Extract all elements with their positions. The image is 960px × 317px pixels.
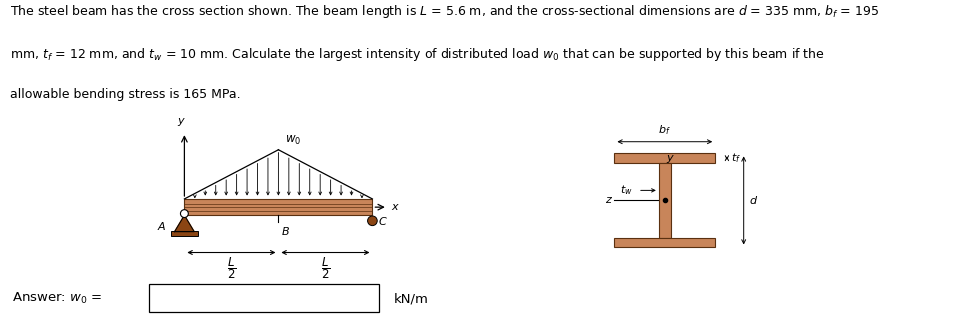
Bar bbox=[659, 163, 671, 238]
Text: $\dfrac{L}{2}$: $\dfrac{L}{2}$ bbox=[227, 256, 236, 281]
Bar bbox=[171, 231, 198, 236]
Circle shape bbox=[180, 210, 188, 217]
Text: $t_f$: $t_f$ bbox=[731, 151, 741, 165]
Bar bbox=[614, 238, 715, 248]
Text: $b_f$: $b_f$ bbox=[659, 123, 671, 137]
Polygon shape bbox=[175, 215, 194, 232]
Bar bbox=[184, 199, 372, 215]
Text: $y$: $y$ bbox=[177, 116, 185, 128]
Text: $d$: $d$ bbox=[749, 194, 757, 206]
Bar bbox=[614, 153, 715, 163]
Text: allowable bending stress is 165 MPa.: allowable bending stress is 165 MPa. bbox=[10, 88, 240, 101]
Text: $B$: $B$ bbox=[280, 225, 290, 237]
Text: $t_w$: $t_w$ bbox=[620, 184, 633, 197]
Text: The steel beam has the cross section shown. The beam length is $L$ = 5.6 m, and : The steel beam has the cross section sho… bbox=[10, 3, 878, 20]
Text: mm, $t_f$ = 12 mm, and $t_w$ = 10 mm. Calculate the largest intensity of distrib: mm, $t_f$ = 12 mm, and $t_w$ = 10 mm. Ca… bbox=[10, 46, 825, 63]
Circle shape bbox=[368, 216, 377, 226]
Bar bbox=[149, 283, 379, 313]
Text: $\dfrac{L}{2}$: $\dfrac{L}{2}$ bbox=[321, 256, 330, 281]
Text: $C$: $C$ bbox=[378, 215, 388, 227]
Text: $w_0$: $w_0$ bbox=[285, 134, 301, 147]
Text: $z$: $z$ bbox=[606, 196, 613, 205]
Text: Answer: $w_0$ =: Answer: $w_0$ = bbox=[12, 291, 102, 306]
Text: kN/m: kN/m bbox=[394, 292, 428, 305]
Text: $x$: $x$ bbox=[391, 202, 400, 212]
Text: $y$: $y$ bbox=[666, 153, 676, 165]
Text: $A$: $A$ bbox=[157, 220, 167, 232]
